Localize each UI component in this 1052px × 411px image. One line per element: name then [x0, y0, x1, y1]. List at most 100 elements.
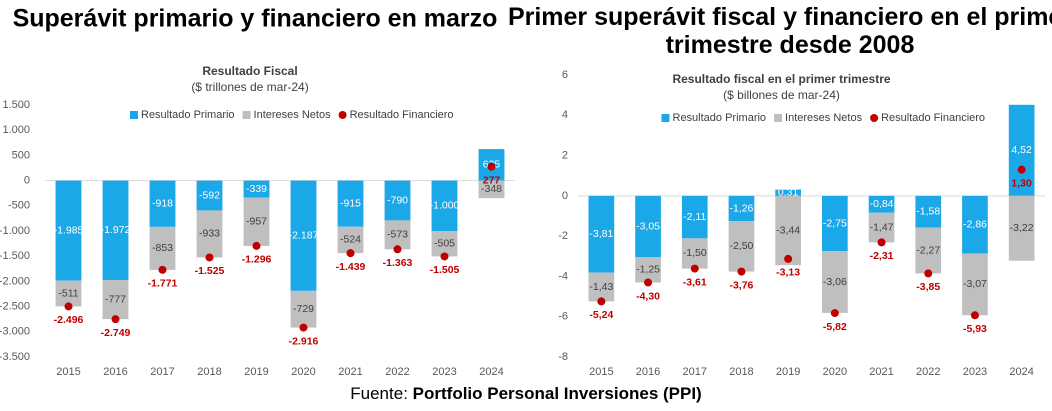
chart-title: Resultado Fiscal: [202, 64, 297, 78]
value-label: -3,06: [823, 276, 847, 288]
legend-label: Intereses Netos: [254, 109, 332, 121]
footer-source: Portfolio Personal Inversiones (PPI): [413, 384, 702, 403]
value-label: -1,47: [870, 221, 894, 233]
bar: [102, 180, 129, 280]
x-tick-label: 2020: [823, 366, 847, 378]
bar: [102, 279, 129, 320]
chart-headline: Primer superávit fiscal y financiero en …: [508, 3, 1052, 59]
dot: [440, 252, 449, 261]
x-tick-label: 2024: [479, 366, 503, 378]
bar: [635, 257, 661, 283]
y-tick-label: 2: [562, 149, 568, 161]
bar: [868, 195, 895, 213]
bar: [337, 226, 364, 254]
value-label: -957: [246, 216, 267, 228]
x-tick-label: 2015: [56, 366, 80, 378]
legend-label: Resultado Primario: [673, 112, 767, 124]
value-label: -4,30: [636, 290, 660, 302]
bar: [728, 195, 755, 222]
dot: [111, 315, 120, 324]
legend-swatch: [774, 114, 783, 122]
value-label: -592: [199, 189, 220, 201]
value-label: -1.000: [430, 200, 460, 212]
value-label: -2,11: [683, 211, 706, 223]
bar: [243, 197, 270, 246]
value-label: -2,86: [963, 218, 987, 230]
value-label: -3,44: [776, 224, 800, 236]
value-label: -1,58: [916, 206, 940, 218]
value-label: 1,30: [1011, 177, 1032, 189]
legend-swatch: [130, 111, 138, 119]
y-tick-label: 0: [24, 175, 30, 187]
value-label: -524: [340, 234, 361, 246]
dot: [644, 278, 653, 287]
value-label: -3,07: [963, 278, 987, 290]
value-label: -2.749: [101, 327, 131, 339]
value-label: -3,05: [636, 220, 660, 232]
bar: [775, 189, 801, 196]
y-tick-label: -500: [8, 200, 30, 212]
chart: Primer superávit fiscal y financiero en …: [508, 3, 1052, 378]
y-tick-label: -1.500: [0, 250, 30, 262]
dot: [877, 238, 886, 247]
bar: [55, 280, 82, 307]
bar: [1008, 104, 1035, 196]
x-tick-label: 2018: [197, 366, 221, 378]
y-tick-label: 4: [562, 109, 568, 121]
bar: [681, 195, 708, 239]
y-tick-label: -3.500: [0, 351, 30, 363]
y-tick-label: -1.000: [0, 225, 30, 237]
value-label: -1.525: [195, 265, 225, 277]
value-label: -790: [387, 194, 408, 206]
bar: [868, 212, 895, 243]
x-tick-label: 2018: [729, 366, 753, 378]
x-tick-label: 2021: [869, 366, 893, 378]
chart: Superávit primario y financiero en marzo…: [0, 5, 515, 378]
value-label: -3,61: [683, 276, 707, 288]
y-tick-label: 0: [562, 190, 568, 202]
bar: [478, 180, 505, 199]
headline-line: trimestre desde 2008: [666, 31, 915, 59]
dot: [64, 302, 73, 311]
bar: [588, 272, 615, 302]
value-label: 277: [483, 174, 501, 186]
legend-label: Resultado Financiero: [881, 112, 985, 124]
y-tick-label: -2.000: [0, 275, 30, 287]
value-label: -777: [105, 293, 126, 305]
bar: [149, 180, 176, 227]
bar: [384, 220, 411, 250]
bar: [915, 195, 942, 228]
value-label: -1.296: [242, 254, 272, 266]
y-tick-label: -8: [558, 351, 568, 363]
value-label: -2,75: [823, 217, 847, 229]
dot: [924, 269, 933, 278]
x-tick-label: 2019: [244, 366, 268, 378]
bar: [962, 253, 988, 316]
legend-swatch: [338, 111, 347, 119]
dot: [393, 245, 402, 254]
bar: [337, 180, 364, 227]
value-label: -853: [152, 242, 173, 254]
x-tick-label: 2022: [385, 366, 409, 378]
chart-title: Resultado fiscal en el primer trimestre: [672, 72, 890, 86]
value-label: -1.505: [430, 264, 460, 276]
value-label: -729: [293, 303, 314, 315]
dot: [597, 297, 606, 306]
legend-swatch: [661, 114, 670, 122]
value-label: -505: [434, 238, 455, 250]
dot: [690, 264, 699, 273]
x-tick-label: 2023: [963, 366, 987, 378]
value-label: -2.496: [54, 314, 84, 326]
dot: [487, 162, 496, 171]
value-label: -3,13: [776, 267, 800, 279]
legend-swatch: [242, 111, 251, 119]
bar: [635, 195, 661, 258]
dot: [158, 265, 167, 274]
x-tick-label: 2017: [683, 366, 707, 378]
x-tick-label: 2015: [589, 366, 613, 378]
value-label: -2,31: [870, 250, 894, 262]
bar: [775, 195, 801, 266]
value-label: -573: [387, 229, 408, 241]
value-label: -1.972: [101, 224, 131, 236]
dot: [970, 311, 979, 320]
